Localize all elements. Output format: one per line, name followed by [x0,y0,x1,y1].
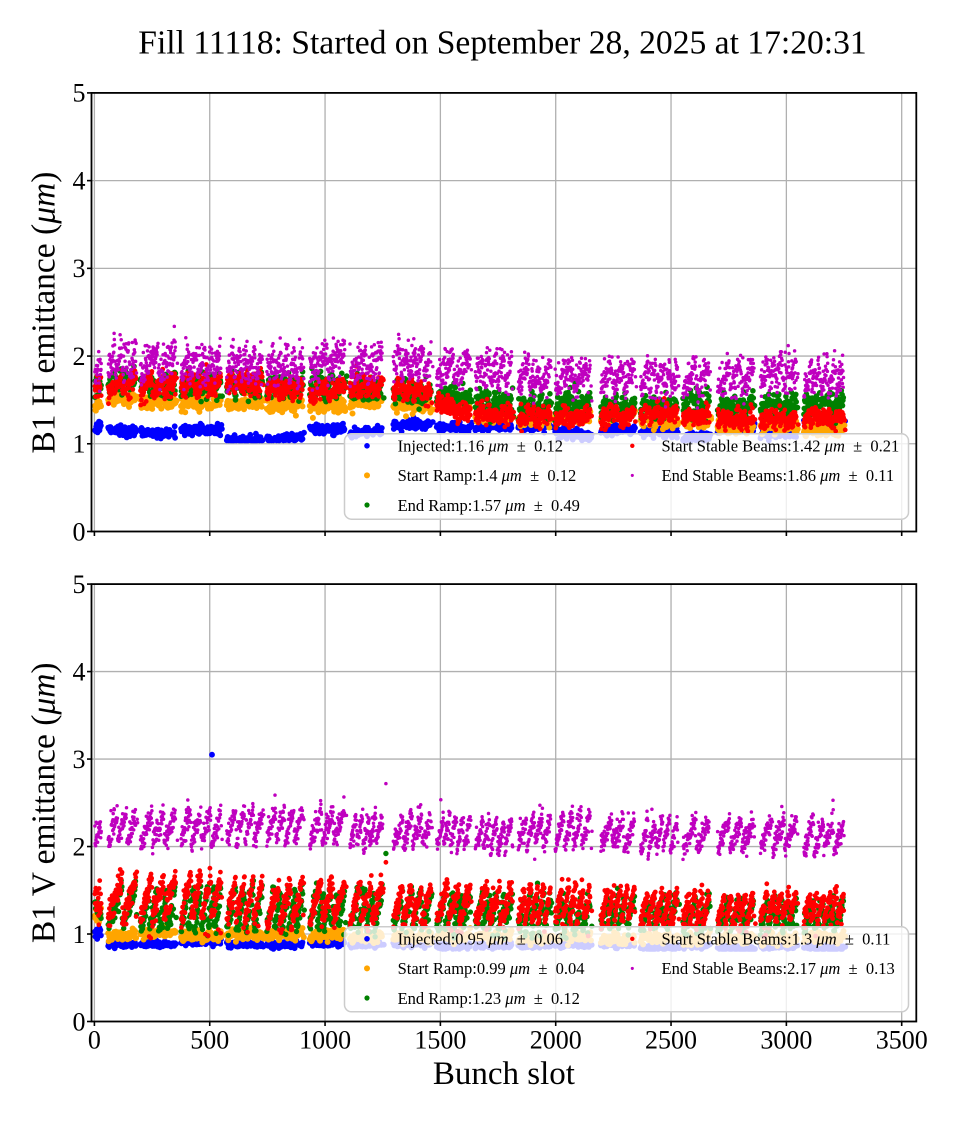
svg-text:1500: 1500 [414,1025,466,1054]
svg-text:1000: 1000 [299,1025,351,1054]
svg-text:3500: 3500 [876,1025,928,1054]
svg-text:1: 1 [73,920,86,949]
svg-text:End Ramp:1.23 μm ± 0.12: End Ramp:1.23 μm ± 0.12 [398,989,580,1008]
svg-text:2: 2 [73,832,86,861]
svg-text:B1 H emittance (μm): B1 H emittance (μm) [25,172,62,454]
svg-text:3: 3 [73,745,86,774]
svg-text:Fill 11118: Started on Septemb: Fill 11118: Started on September 28, 202… [138,24,866,61]
svg-text:2: 2 [73,342,86,371]
svg-text:3000: 3000 [760,1025,812,1054]
svg-text:End Stable Beams:2.17 μm ± 0.1: End Stable Beams:2.17 μm ± 0.13 [662,959,895,978]
svg-text:Start Stable Beams:1.3 μm ± 0.: Start Stable Beams:1.3 μm ± 0.11 [662,930,891,949]
svg-text:5: 5 [73,570,86,599]
svg-text:0: 0 [73,1007,86,1036]
svg-text:3: 3 [73,254,86,283]
svg-text:Injected:1.16 μm ± 0.12: Injected:1.16 μm ± 0.12 [398,437,563,456]
svg-text:5: 5 [73,79,86,108]
svg-text:0: 0 [88,1025,101,1054]
svg-text:B1 V emittance (μm): B1 V emittance (μm) [25,662,62,943]
svg-text:End Ramp:1.57 μm ± 0.49: End Ramp:1.57 μm ± 0.49 [398,496,580,515]
svg-text:2500: 2500 [645,1025,697,1054]
svg-text:4: 4 [73,657,86,686]
svg-text:2000: 2000 [530,1025,582,1054]
svg-text:Start Ramp:0.99 μm ± 0.04: Start Ramp:0.99 μm ± 0.04 [398,959,585,978]
svg-text:Start Ramp:1.4 μm ± 0.12: Start Ramp:1.4 μm ± 0.12 [398,466,577,485]
svg-text:4: 4 [73,166,86,195]
svg-text:0: 0 [73,517,86,546]
svg-text:500: 500 [190,1025,229,1054]
svg-text:End Stable Beams:1.86 μm ± 0.1: End Stable Beams:1.86 μm ± 0.11 [662,466,895,485]
svg-text:Bunch slot: Bunch slot [433,1056,575,1092]
svg-text:1: 1 [73,430,86,459]
svg-text:Injected:0.95 μm ± 0.06: Injected:0.95 μm ± 0.06 [398,930,563,949]
svg-text:Start Stable Beams:1.42 μm ± 0: Start Stable Beams:1.42 μm ± 0.21 [662,437,900,456]
